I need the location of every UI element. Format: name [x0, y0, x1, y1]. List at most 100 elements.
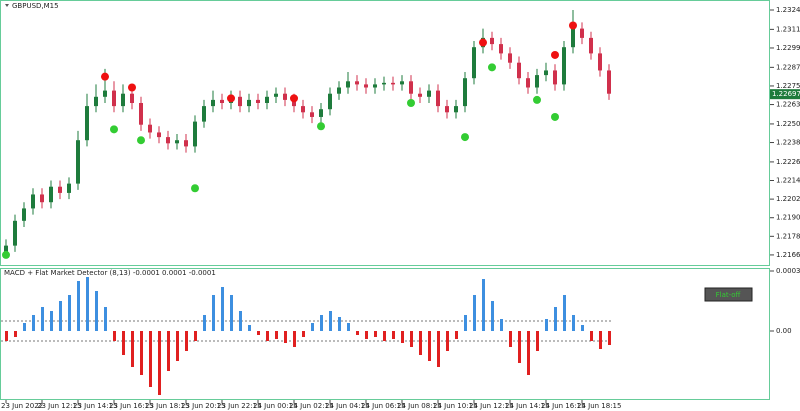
candle-body: [373, 84, 377, 88]
histogram-bar: [347, 323, 350, 331]
histogram-bar: [311, 323, 314, 331]
candle-body: [382, 82, 386, 85]
histogram-bar: [392, 331, 395, 339]
x-tick-label: 23 Jun 20:15: [181, 402, 225, 410]
candle-body: [202, 106, 206, 122]
buy-dots: [407, 99, 415, 108]
x-tick-label: 23 Jun 18:15: [145, 402, 189, 410]
histogram-bar: [527, 331, 530, 375]
candle-body: [94, 96, 98, 107]
histogram-bar: [194, 331, 197, 341]
histogram-bar: [176, 331, 179, 361]
histogram-bar: [77, 281, 80, 331]
histogram-bar: [86, 277, 89, 331]
y-tick-label: 1.22505: [776, 120, 800, 128]
candle-body: [580, 28, 584, 38]
y-tick-label: 1.22385: [776, 139, 800, 147]
y-tick-label: 1.23115: [776, 25, 800, 33]
y-tick-label: 1.22630: [776, 101, 800, 109]
flat-button-label[interactable]: Flat-off: [716, 291, 741, 299]
histogram-bar: [338, 317, 341, 331]
histogram-bar: [437, 331, 440, 367]
candle-body: [544, 70, 548, 76]
buy-dots: [110, 125, 118, 134]
candle-body: [409, 81, 413, 94]
candle-body: [175, 140, 179, 144]
histogram-bar: [212, 295, 215, 331]
buy-dots: [191, 184, 199, 193]
histogram-bar: [374, 331, 377, 337]
histogram-bar: [464, 315, 467, 331]
buy-dots: [488, 63, 496, 72]
y-tick-label: 1.23240: [776, 6, 800, 14]
candle-body: [319, 109, 323, 117]
y-tick-label: 1.21660: [776, 251, 800, 259]
candle-body: [310, 112, 314, 117]
histogram-bar: [572, 315, 575, 331]
candle-body: [76, 140, 80, 184]
histogram-bar: [158, 331, 161, 395]
flat-button[interactable]: [704, 287, 753, 302]
candle-body: [526, 78, 530, 88]
histogram-bar: [95, 291, 98, 331]
x-tick-label: 24 Jun 00:15: [253, 402, 297, 410]
histogram-bar: [221, 287, 224, 331]
buy-dots: [461, 133, 469, 142]
y-tick-label: 1.22995: [776, 44, 800, 52]
dropdown-icon: [5, 4, 9, 7]
x-tick-label: 24 Jun 02:15: [289, 402, 333, 410]
candle-body: [508, 53, 512, 63]
buy-dots: [317, 122, 325, 131]
histogram-bar: [131, 331, 134, 367]
x-tick-label: 24 Jun 18:15: [577, 402, 621, 410]
buy-dots: [533, 95, 541, 104]
buy-dots: [2, 250, 10, 259]
candle-body: [265, 96, 269, 104]
histogram-bar: [257, 331, 260, 335]
candle-body: [607, 70, 611, 94]
histogram-bar: [284, 331, 287, 343]
candle-body: [364, 84, 368, 88]
candle-body: [157, 132, 161, 138]
candle-body: [193, 121, 197, 147]
candle-body: [427, 90, 431, 97]
sell-dots: [101, 72, 109, 81]
candle-body: [328, 93, 332, 110]
candle-body: [454, 106, 458, 113]
candle-body: [130, 93, 134, 104]
histogram-bar: [293, 331, 296, 347]
histogram-bar: [266, 331, 269, 341]
histogram-bar: [581, 325, 584, 331]
histogram-bar: [608, 331, 611, 345]
candle-body: [292, 99, 296, 107]
candle-body: [274, 93, 278, 97]
histogram-bar: [428, 331, 431, 361]
candle-body: [337, 87, 341, 94]
histogram-bar: [473, 295, 476, 331]
candle-body: [589, 37, 593, 54]
sell-dots: [227, 94, 235, 103]
candle-body: [67, 183, 71, 193]
x-tick-label: 24 Jun 14:15: [505, 402, 549, 410]
candle-body: [535, 75, 539, 88]
x-tick-label: 24 Jun 06:15: [361, 402, 405, 410]
x-tick-label: 24 Jun 16:15: [541, 402, 585, 410]
histogram-bar: [320, 315, 323, 331]
x-tick-label: 23 Jun 14:15: [73, 402, 117, 410]
candle-body: [49, 186, 53, 203]
y-tick-label: 1.21900: [776, 214, 800, 222]
chart-title: GBPUSD,M15: [12, 2, 59, 10]
candle-body: [139, 103, 143, 125]
indicator-title: MACD + Flat Market Detector (8,13) -0.00…: [4, 269, 216, 277]
histogram-bar: [482, 279, 485, 331]
histogram-bar: [59, 301, 62, 331]
candle-body: [445, 106, 449, 113]
candle-body: [436, 90, 440, 107]
candle-body: [184, 140, 188, 147]
sell-dots: [479, 38, 487, 47]
histogram-bar: [536, 331, 539, 351]
histogram-bar: [122, 331, 125, 355]
histogram-bar: [32, 315, 35, 331]
